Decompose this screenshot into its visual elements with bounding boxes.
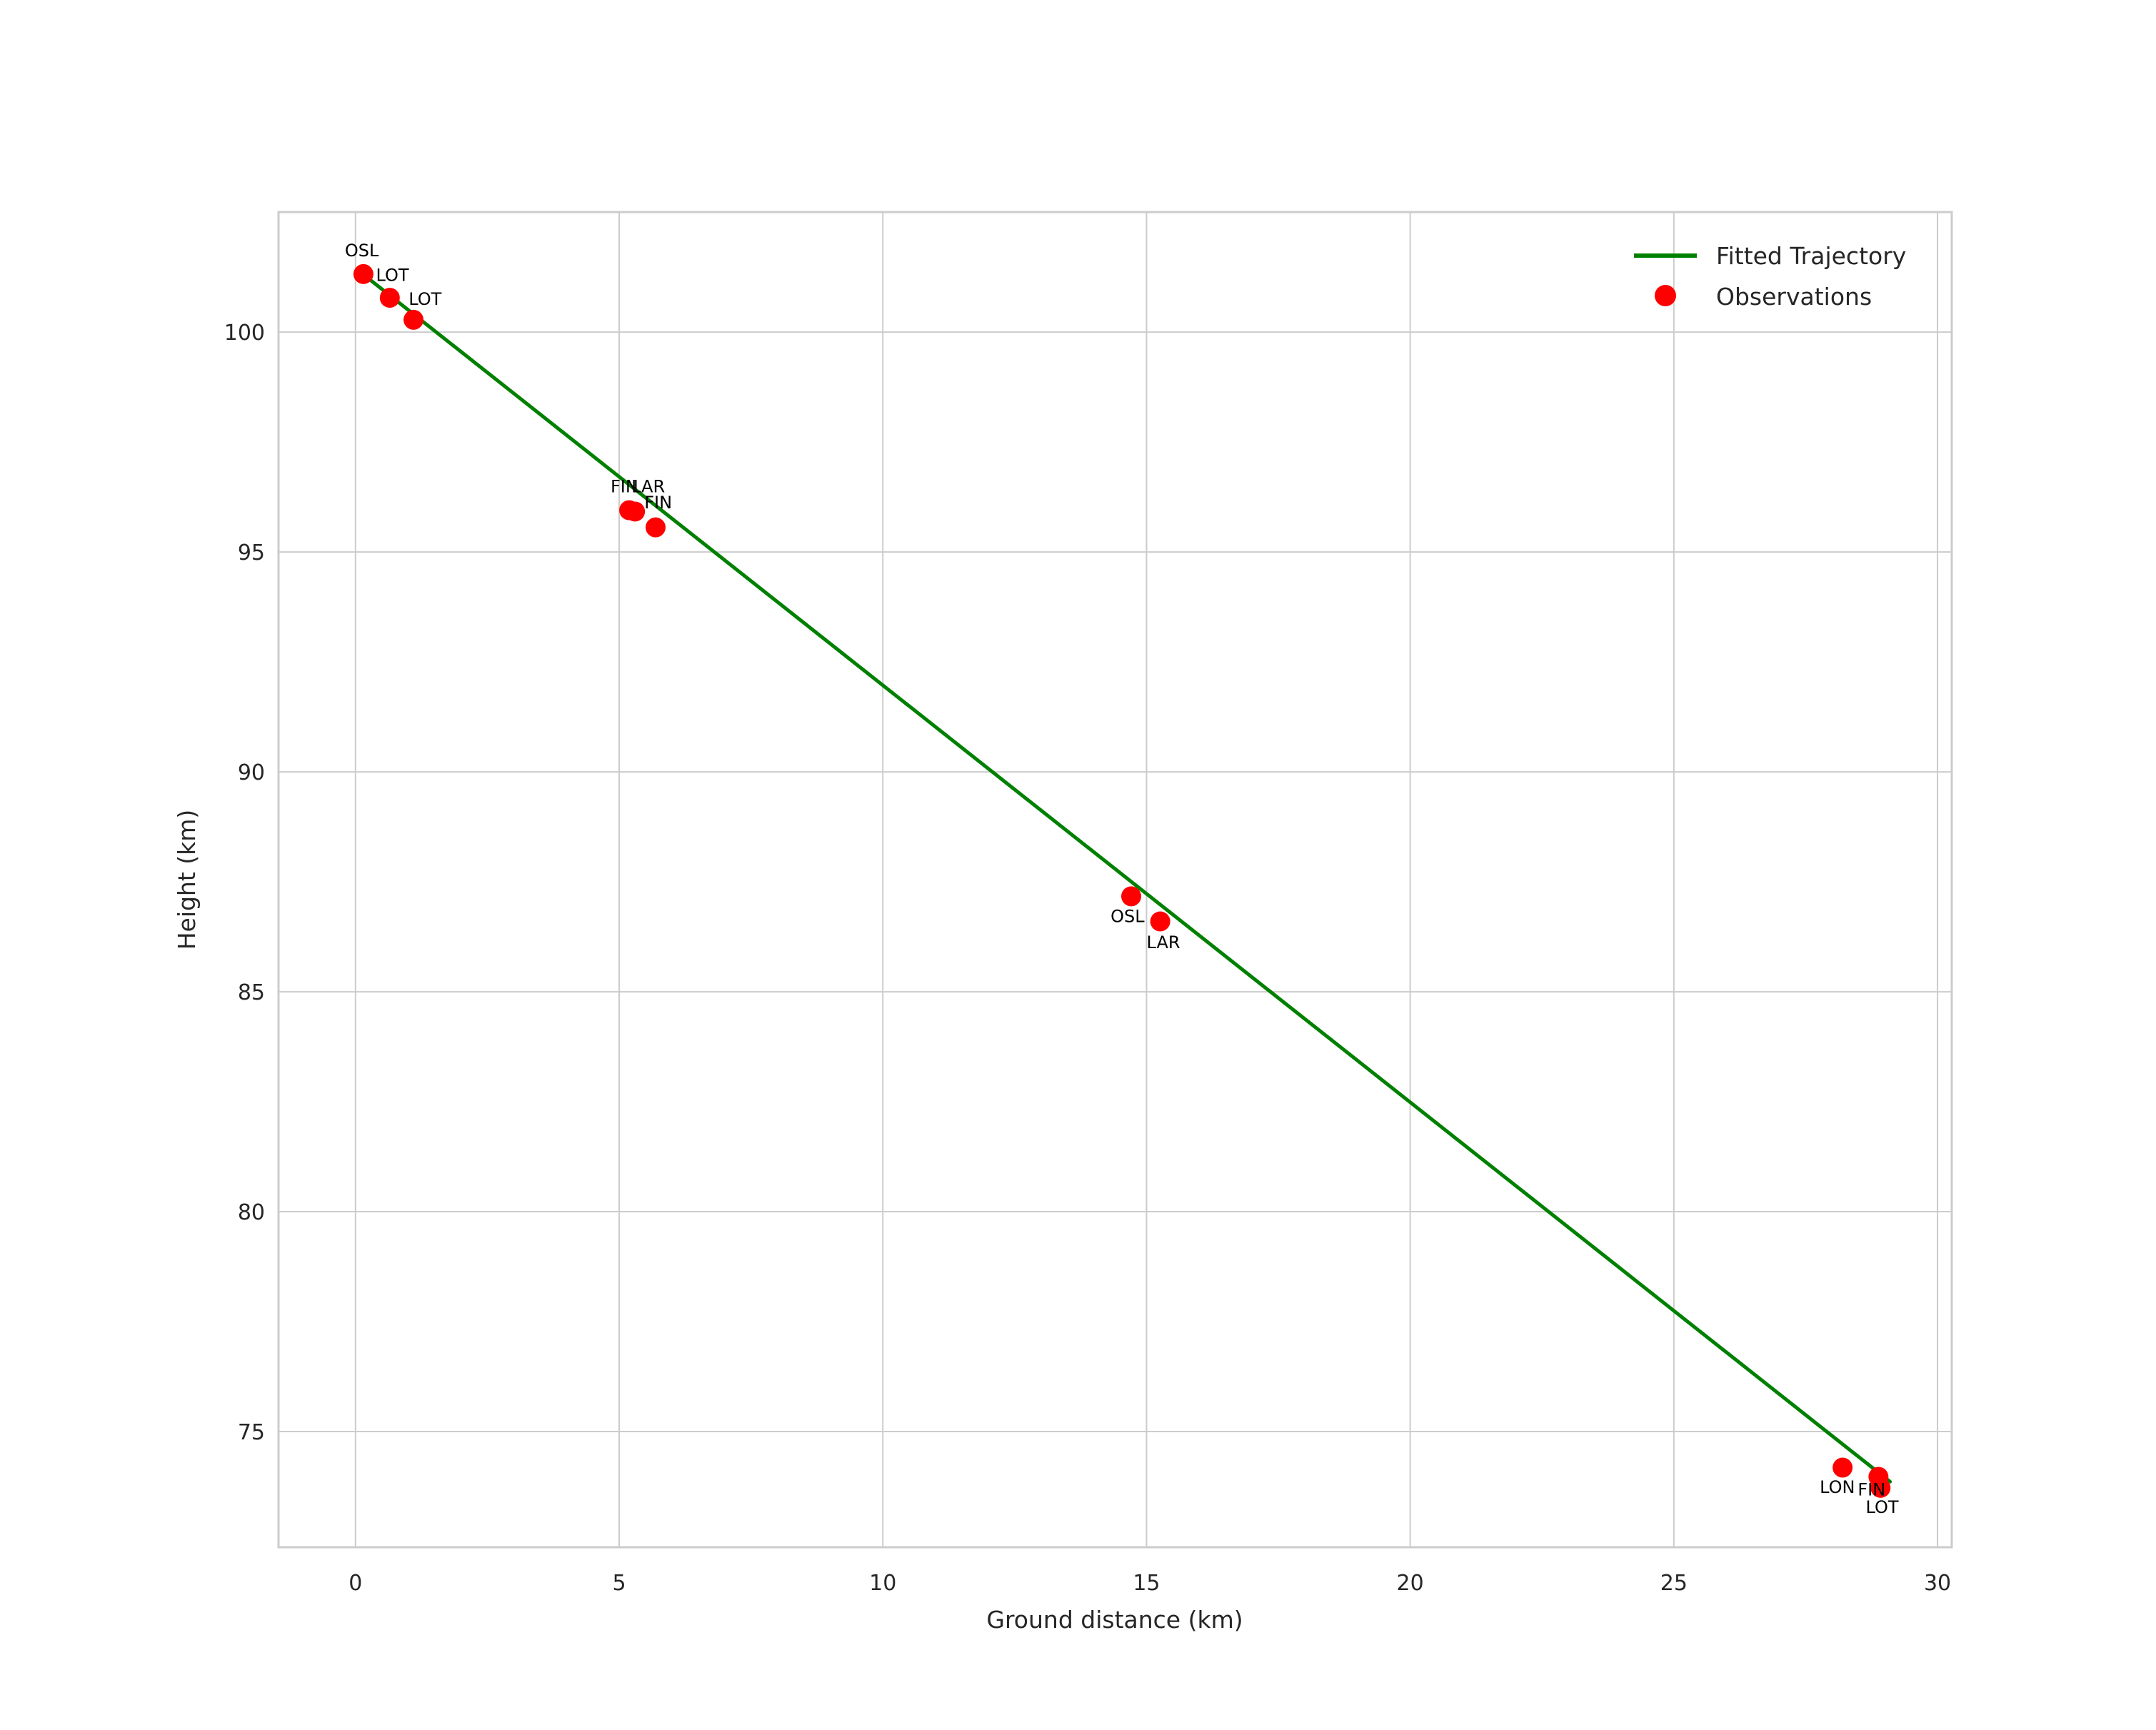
legend: Fitted Trajectory Observations xyxy=(1634,242,1906,311)
x-tick-label: 10 xyxy=(869,1571,896,1596)
observation-label: FIN xyxy=(1857,1479,1885,1499)
observation-point xyxy=(1150,911,1170,932)
fitted-trajectory-line xyxy=(362,273,1892,1484)
y-tick-labels: 75 80 85 90 95 100 xyxy=(224,321,265,1445)
y-tick-label: 100 xyxy=(224,321,265,346)
observation-label: OSL xyxy=(345,241,379,261)
y-tick-label: 80 xyxy=(238,1200,265,1225)
x-tick-label: 15 xyxy=(1133,1571,1160,1596)
fitted-line-layer xyxy=(362,273,1892,1484)
y-tick-label: 85 xyxy=(238,980,265,1005)
x-tick-label: 25 xyxy=(1660,1571,1688,1596)
legend-item-fitted-trajectory: Fitted Trajectory xyxy=(1716,242,1906,270)
observation-point xyxy=(1870,1477,1891,1498)
y-tick-label: 75 xyxy=(238,1420,265,1445)
observation-label: LAR xyxy=(631,476,665,496)
grid-layer xyxy=(279,212,1952,1547)
observation-label: LOT xyxy=(1865,1497,1898,1517)
y-tick-label: 90 xyxy=(238,760,265,785)
observation-point xyxy=(1832,1457,1853,1478)
y-axis-label: Height (km) xyxy=(173,810,201,950)
plot-border xyxy=(277,211,1953,1549)
observation-label: LAR xyxy=(1147,932,1180,952)
observation-label: OSL xyxy=(1110,907,1145,927)
observation-label: LOT xyxy=(376,266,408,286)
observation-label: FIN xyxy=(644,493,672,513)
observation-label: LON xyxy=(1820,1477,1855,1497)
x-tick-labels: 0 5 10 15 20 25 30 xyxy=(349,1571,1951,1596)
observation-label: FIN xyxy=(611,476,638,496)
legend-dot-sample xyxy=(1655,285,1676,306)
legend-item-observations: Observations xyxy=(1716,283,1872,311)
observation-point xyxy=(379,288,400,308)
observation-point xyxy=(625,501,646,522)
observation-point xyxy=(353,263,373,284)
y-tick-label: 95 xyxy=(238,540,265,565)
x-tick-label: 0 xyxy=(349,1571,362,1596)
x-tick-label: 30 xyxy=(1924,1571,1951,1596)
observation-point xyxy=(403,309,424,330)
x-tick-label: 20 xyxy=(1397,1571,1424,1596)
observation-point xyxy=(645,517,666,538)
x-tick-label: 5 xyxy=(612,1571,626,1596)
x-axis-label: Ground distance (km) xyxy=(986,1606,1243,1634)
observations-layer xyxy=(353,263,1891,1498)
observation-label: LOT xyxy=(408,289,441,309)
observation-point xyxy=(1121,886,1142,907)
